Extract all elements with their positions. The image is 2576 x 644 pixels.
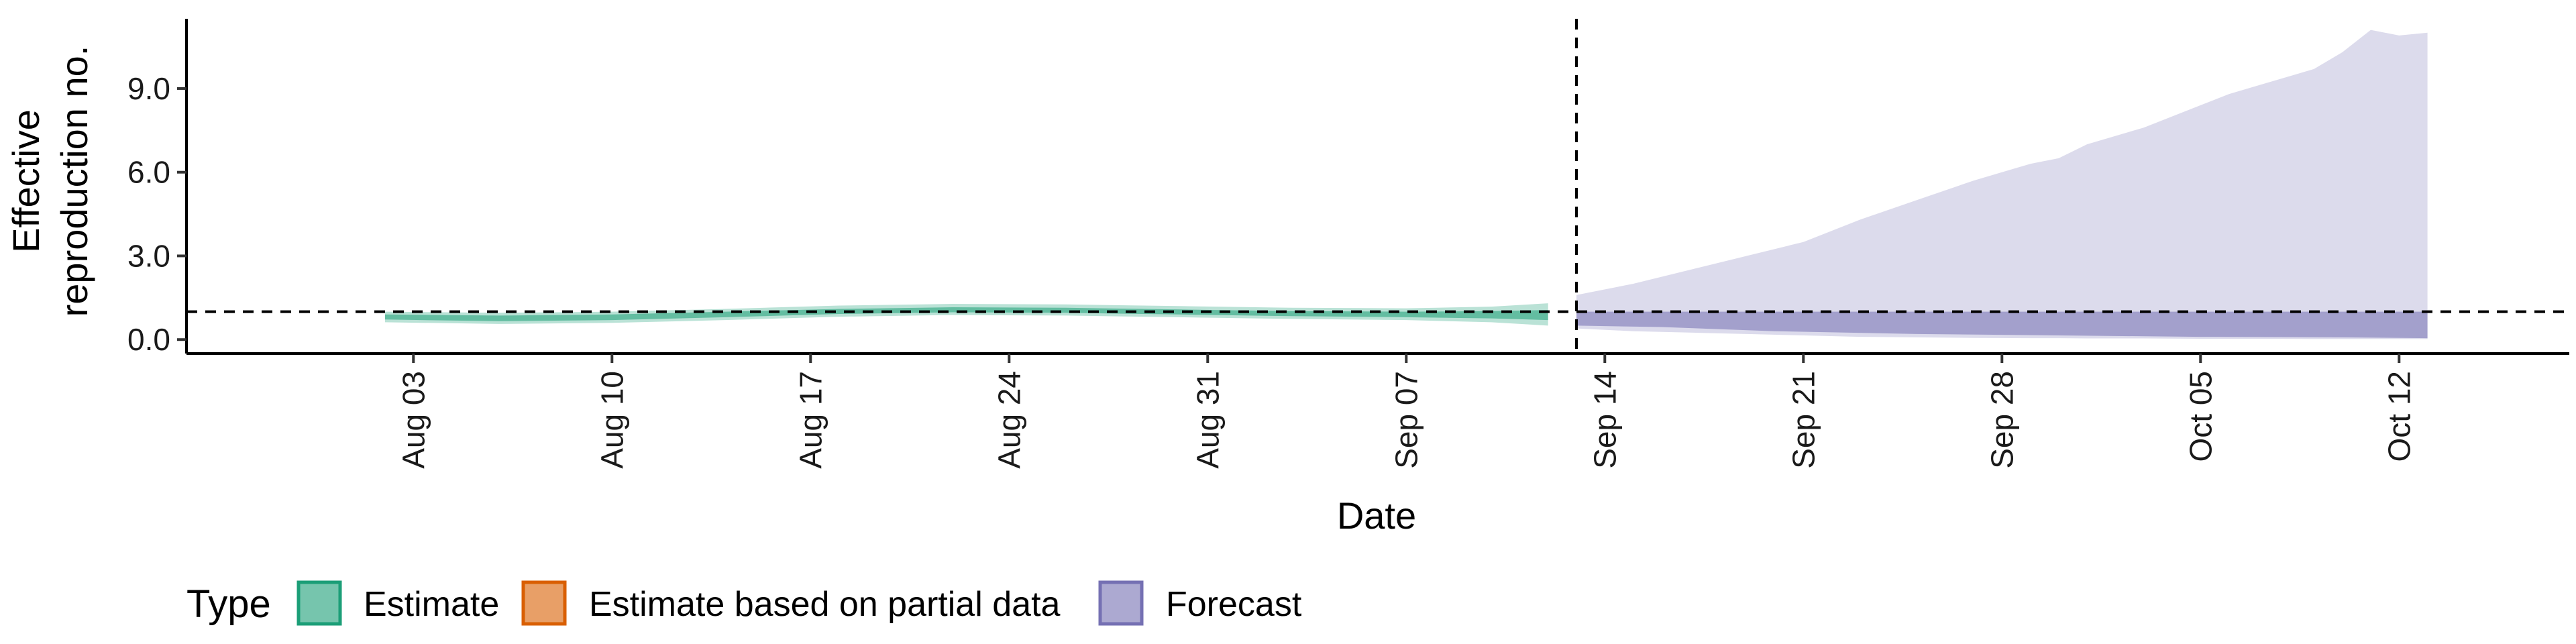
- band-layer: [385, 30, 2428, 339]
- x-tick-label: Aug 10: [594, 371, 629, 469]
- reference-lines: [186, 19, 2569, 354]
- x-tick-label: Aug 24: [991, 371, 1026, 469]
- x-tick-label: Sep 21: [1786, 371, 1821, 469]
- ticks: 0.0 3.0 6.0 9.0 Aug 03 Aug 10 Aug 17 Aug 24 Aug …: [127, 71, 2416, 469]
- x-tick-label: Oct 12: [2381, 371, 2416, 462]
- y-tick-label: 0.0: [127, 322, 170, 357]
- x-axis-title: Date: [1337, 494, 1416, 537]
- x-tick-label: Sep 07: [1389, 371, 1424, 469]
- legend-swatch-estimate: [297, 580, 342, 626]
- legend-swatch-partial: [521, 580, 567, 626]
- legend-swatch-forecast: [1098, 580, 1144, 626]
- y-axis-title: Effective reproduction no.: [5, 46, 95, 317]
- x-tick-label: Aug 03: [396, 371, 431, 469]
- legend: Type Estimate Estimate based on partial …: [186, 580, 1302, 626]
- x-tick-label: Aug 31: [1190, 371, 1225, 469]
- axes: [185, 19, 2569, 355]
- forecast-band-inner: [1576, 311, 2428, 339]
- x-tick-label: Aug 17: [793, 371, 828, 469]
- x-tick-label: Sep 28: [1984, 371, 2019, 469]
- y-axis-title-line: Effective: [5, 109, 47, 253]
- x-tick-label: Sep 14: [1587, 371, 1622, 469]
- y-tick-label: 3.0: [127, 238, 170, 273]
- legend-label-estimate: Estimate: [364, 585, 499, 624]
- forecast-band-outer: [1576, 30, 2428, 339]
- y-axis-title-line: reproduction no.: [53, 46, 95, 317]
- estimate-band-outer: [385, 303, 1548, 326]
- x-tick-label: Oct 05: [2183, 371, 2218, 462]
- y-tick-label: 6.0: [127, 155, 170, 190]
- legend-label-forecast: Forecast: [1166, 585, 1302, 624]
- legend-title: Type: [186, 582, 271, 626]
- legend-label-partial: Estimate based on partial data: [589, 585, 1061, 624]
- y-tick-label: 9.0: [127, 71, 170, 106]
